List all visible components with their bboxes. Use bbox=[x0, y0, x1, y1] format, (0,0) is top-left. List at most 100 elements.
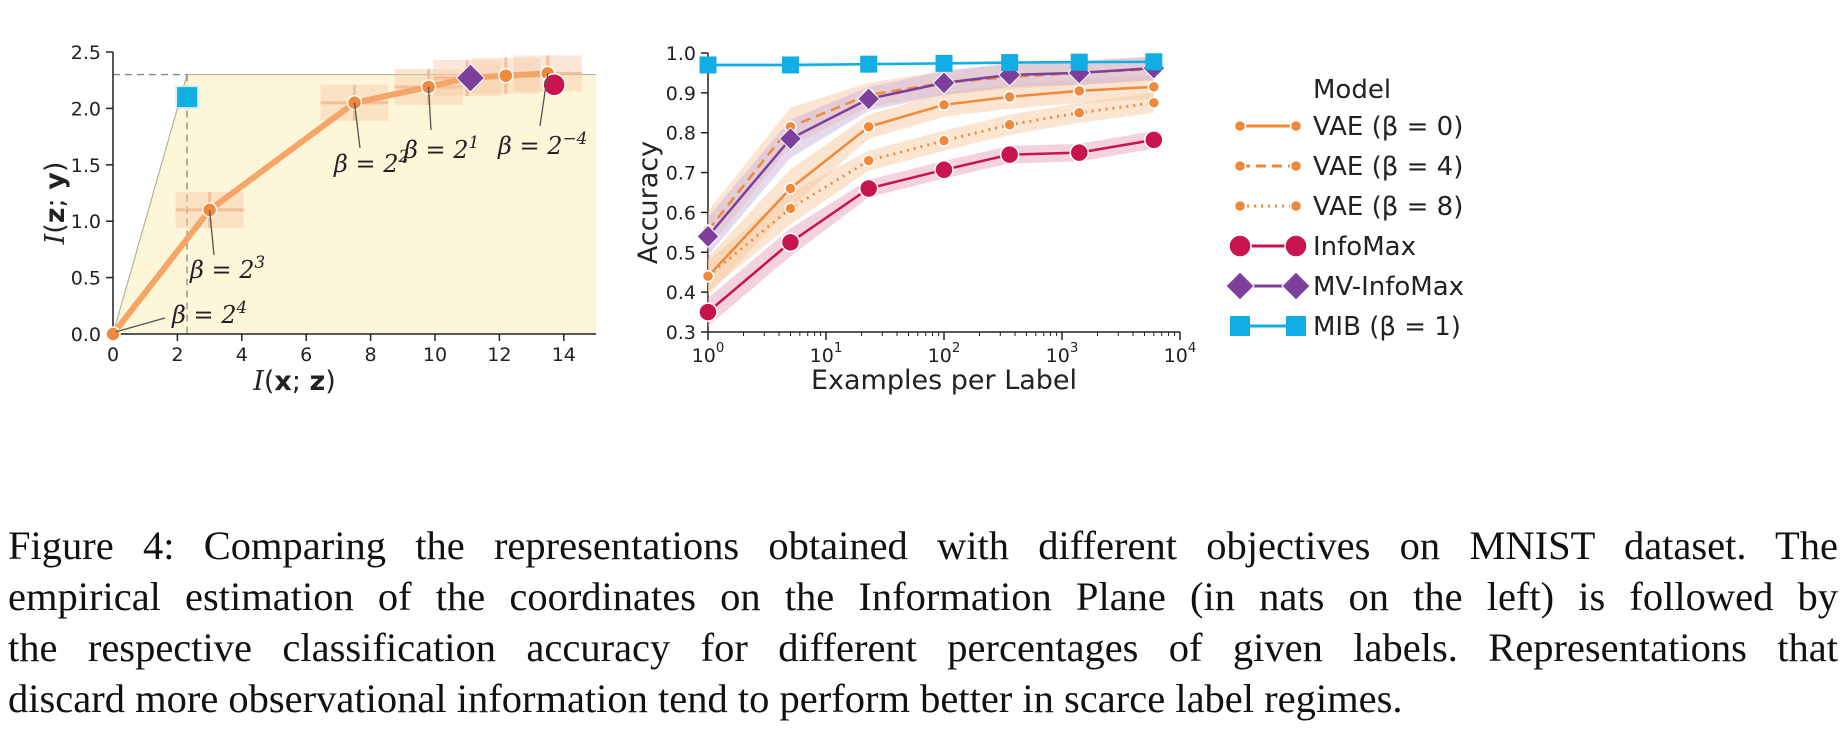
x-tick-label: 14 bbox=[552, 344, 576, 366]
beta-annotation: β = 24 bbox=[171, 297, 247, 329]
infomax-confidence-band bbox=[708, 131, 1154, 327]
y-axis-label: I(z; y) bbox=[40, 162, 71, 246]
x-tick-label: 6 bbox=[300, 344, 312, 366]
legend-label-vae8: VAE (β = 8) bbox=[1313, 192, 1463, 222]
caption-line-4: discard more observational information t… bbox=[8, 676, 1403, 721]
mv_infomax-point bbox=[932, 71, 956, 95]
vae8-point bbox=[862, 154, 875, 167]
x-tick-label: 0 bbox=[107, 344, 119, 366]
y-tick-label: 0.9 bbox=[666, 83, 696, 105]
y-tick-label: 1.0 bbox=[71, 211, 101, 233]
y-tick-label: 0.5 bbox=[71, 268, 101, 290]
infomax-point bbox=[698, 302, 718, 322]
vae0-confidence-band bbox=[708, 74, 1154, 296]
mib-point bbox=[699, 56, 717, 74]
mv-infomax-point bbox=[455, 63, 486, 93]
legend-swatch-marker bbox=[1230, 316, 1250, 336]
legend-swatch-marker bbox=[1281, 271, 1311, 301]
mib-point bbox=[935, 54, 953, 72]
mib-point bbox=[177, 87, 198, 108]
beta-annotation: β = 22 bbox=[333, 146, 409, 178]
legend-swatch-marker bbox=[1228, 234, 1252, 258]
vae8-point bbox=[701, 269, 715, 283]
caption-line-3: the respective classification accuracy f… bbox=[8, 625, 1838, 670]
infomax-point bbox=[934, 160, 954, 180]
legend-swatch-marker bbox=[1286, 316, 1306, 336]
x-tick-label: 8 bbox=[365, 344, 377, 366]
x-tick-label: 100 bbox=[692, 341, 725, 367]
y-tick-label: 0.8 bbox=[666, 123, 696, 145]
beta-annotation: β = 2−4 bbox=[497, 128, 587, 160]
infomax-point bbox=[780, 232, 801, 253]
mv_infomax-confidence-band bbox=[708, 56, 1154, 256]
annotation-leader bbox=[353, 102, 361, 149]
y-tick-label: 2.5 bbox=[71, 42, 101, 64]
accuracy-plot: 100 101 102 103 104 0.3 0.4 0.5 0.6 0.7 0.8 0.9 1.0 E… bbox=[633, 43, 1196, 396]
infomax-point bbox=[1069, 142, 1089, 163]
beta-annotation: β = 23 bbox=[189, 252, 265, 284]
mib-point bbox=[1001, 54, 1019, 72]
legend-title: Model bbox=[1313, 75, 1391, 105]
vae0-point bbox=[1072, 84, 1086, 98]
vae8-point bbox=[1003, 118, 1016, 131]
mv_infomax-point bbox=[856, 87, 881, 111]
y-tick-label: 0.3 bbox=[666, 322, 696, 344]
legend-label-mib: MIB (β = 1) bbox=[1313, 312, 1461, 342]
x-tick-label: 10 bbox=[423, 344, 447, 366]
legend-swatch-marker bbox=[1233, 199, 1247, 213]
legend-swatch-marker bbox=[1225, 271, 1255, 301]
infomax-point bbox=[542, 72, 566, 97]
legend: Model VAE (β = 0) VAE (β = 4) VAE (β = 8) In… bbox=[1225, 75, 1464, 342]
legend-swatch-marker bbox=[1289, 159, 1303, 173]
x-tick-label: 2 bbox=[171, 344, 183, 366]
legend-swatch-marker bbox=[1289, 199, 1303, 213]
x-tick-label: 104 bbox=[1164, 341, 1197, 367]
x-tick-label: 4 bbox=[236, 344, 248, 366]
y-tick-label: 0.5 bbox=[666, 242, 696, 264]
y-tick-label: 0.0 bbox=[71, 324, 101, 346]
vae4-confidence-band bbox=[708, 56, 1154, 250]
caption-line-1: Figure 4: Comparing the representations … bbox=[8, 523, 1838, 568]
infomax-point bbox=[999, 144, 1020, 165]
y-tick-label: 0.6 bbox=[666, 202, 696, 224]
y-axis-label: Accuracy bbox=[633, 141, 664, 264]
x-axis-label: Examples per Label bbox=[811, 365, 1077, 396]
bound-diagonal bbox=[112, 74, 188, 335]
feasible-region bbox=[113, 74, 596, 334]
legend-label-vae0: VAE (β = 0) bbox=[1313, 112, 1463, 142]
mib-point bbox=[1145, 53, 1163, 71]
annotation-leader bbox=[539, 73, 549, 127]
vae8-point bbox=[937, 134, 951, 147]
vae0-point bbox=[937, 98, 951, 112]
infomax-point bbox=[858, 178, 879, 199]
legend-label-infomax: InfoMax bbox=[1313, 232, 1416, 262]
mv_infomax-point bbox=[696, 224, 720, 249]
legend-swatch-marker bbox=[1284, 234, 1308, 258]
caption-line-2: empirical estimation of the coordinates … bbox=[8, 574, 1838, 619]
y-tick-label: 0.4 bbox=[666, 282, 696, 304]
legend-label-vae4: VAE (β = 4) bbox=[1313, 152, 1463, 182]
vae0-point bbox=[784, 182, 797, 195]
vae-point bbox=[498, 67, 514, 84]
x-tick-label: 102 bbox=[928, 341, 961, 367]
mib-point bbox=[1070, 53, 1088, 71]
vae8-point bbox=[1072, 106, 1086, 120]
infomax-point bbox=[1144, 130, 1164, 150]
legend-swatch-marker bbox=[1233, 119, 1247, 133]
vae-point bbox=[105, 326, 121, 342]
vae8-confidence-band bbox=[708, 92, 1154, 293]
vae8-point bbox=[1147, 96, 1161, 110]
x-tick-label: 103 bbox=[1046, 341, 1079, 367]
x-tick-label: 12 bbox=[487, 344, 511, 366]
x-tick-label: 101 bbox=[810, 341, 843, 367]
mv_infomax-point bbox=[778, 126, 803, 151]
mib-point bbox=[860, 55, 878, 73]
vae0-point bbox=[862, 120, 875, 133]
y-tick-label: 0.7 bbox=[666, 163, 696, 185]
mv_infomax-point bbox=[997, 63, 1022, 87]
legend-swatch-marker bbox=[1233, 159, 1247, 173]
vae0-point bbox=[1147, 80, 1161, 94]
vae0-point bbox=[1003, 90, 1016, 104]
annotation-leader bbox=[208, 209, 215, 256]
figure-4: 0 2 4 6 8 10 12 14 0.0 0.5 1.0 1.5 2.0 2.5 I(x; z) I(z;… bbox=[40, 42, 1464, 397]
